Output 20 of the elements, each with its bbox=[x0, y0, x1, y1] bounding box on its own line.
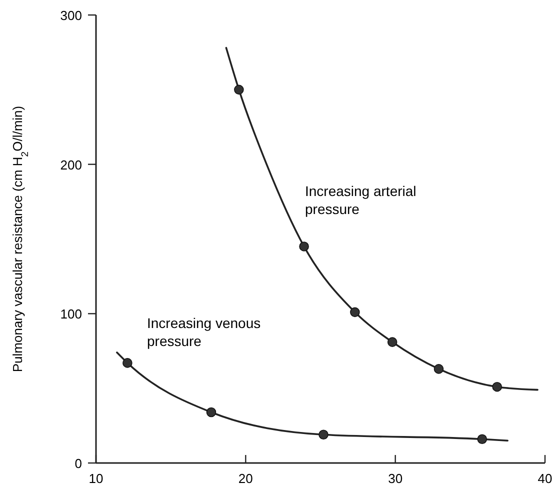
y-tick-label: 300 bbox=[60, 8, 82, 23]
y-tick-label: 100 bbox=[60, 306, 82, 322]
point bbox=[318, 430, 328, 440]
point bbox=[387, 337, 398, 347]
point bbox=[477, 434, 488, 444]
point bbox=[299, 242, 309, 252]
point bbox=[234, 84, 244, 95]
x-tick-label: 40 bbox=[538, 471, 552, 486]
y-tick-label: 0 bbox=[74, 456, 82, 471]
annotation: Increasing venous pressure bbox=[147, 315, 261, 349]
point bbox=[350, 307, 360, 318]
annotation: Increasing arterial pressure bbox=[305, 183, 416, 217]
y-tick-label: 200 bbox=[60, 157, 82, 172]
point bbox=[434, 364, 444, 374]
x-tick-label: 10 bbox=[88, 471, 104, 486]
point bbox=[492, 382, 502, 392]
x-tick-label: 20 bbox=[238, 471, 253, 486]
point bbox=[206, 407, 216, 418]
point bbox=[122, 358, 132, 368]
x-tick-label: 30 bbox=[388, 471, 403, 486]
